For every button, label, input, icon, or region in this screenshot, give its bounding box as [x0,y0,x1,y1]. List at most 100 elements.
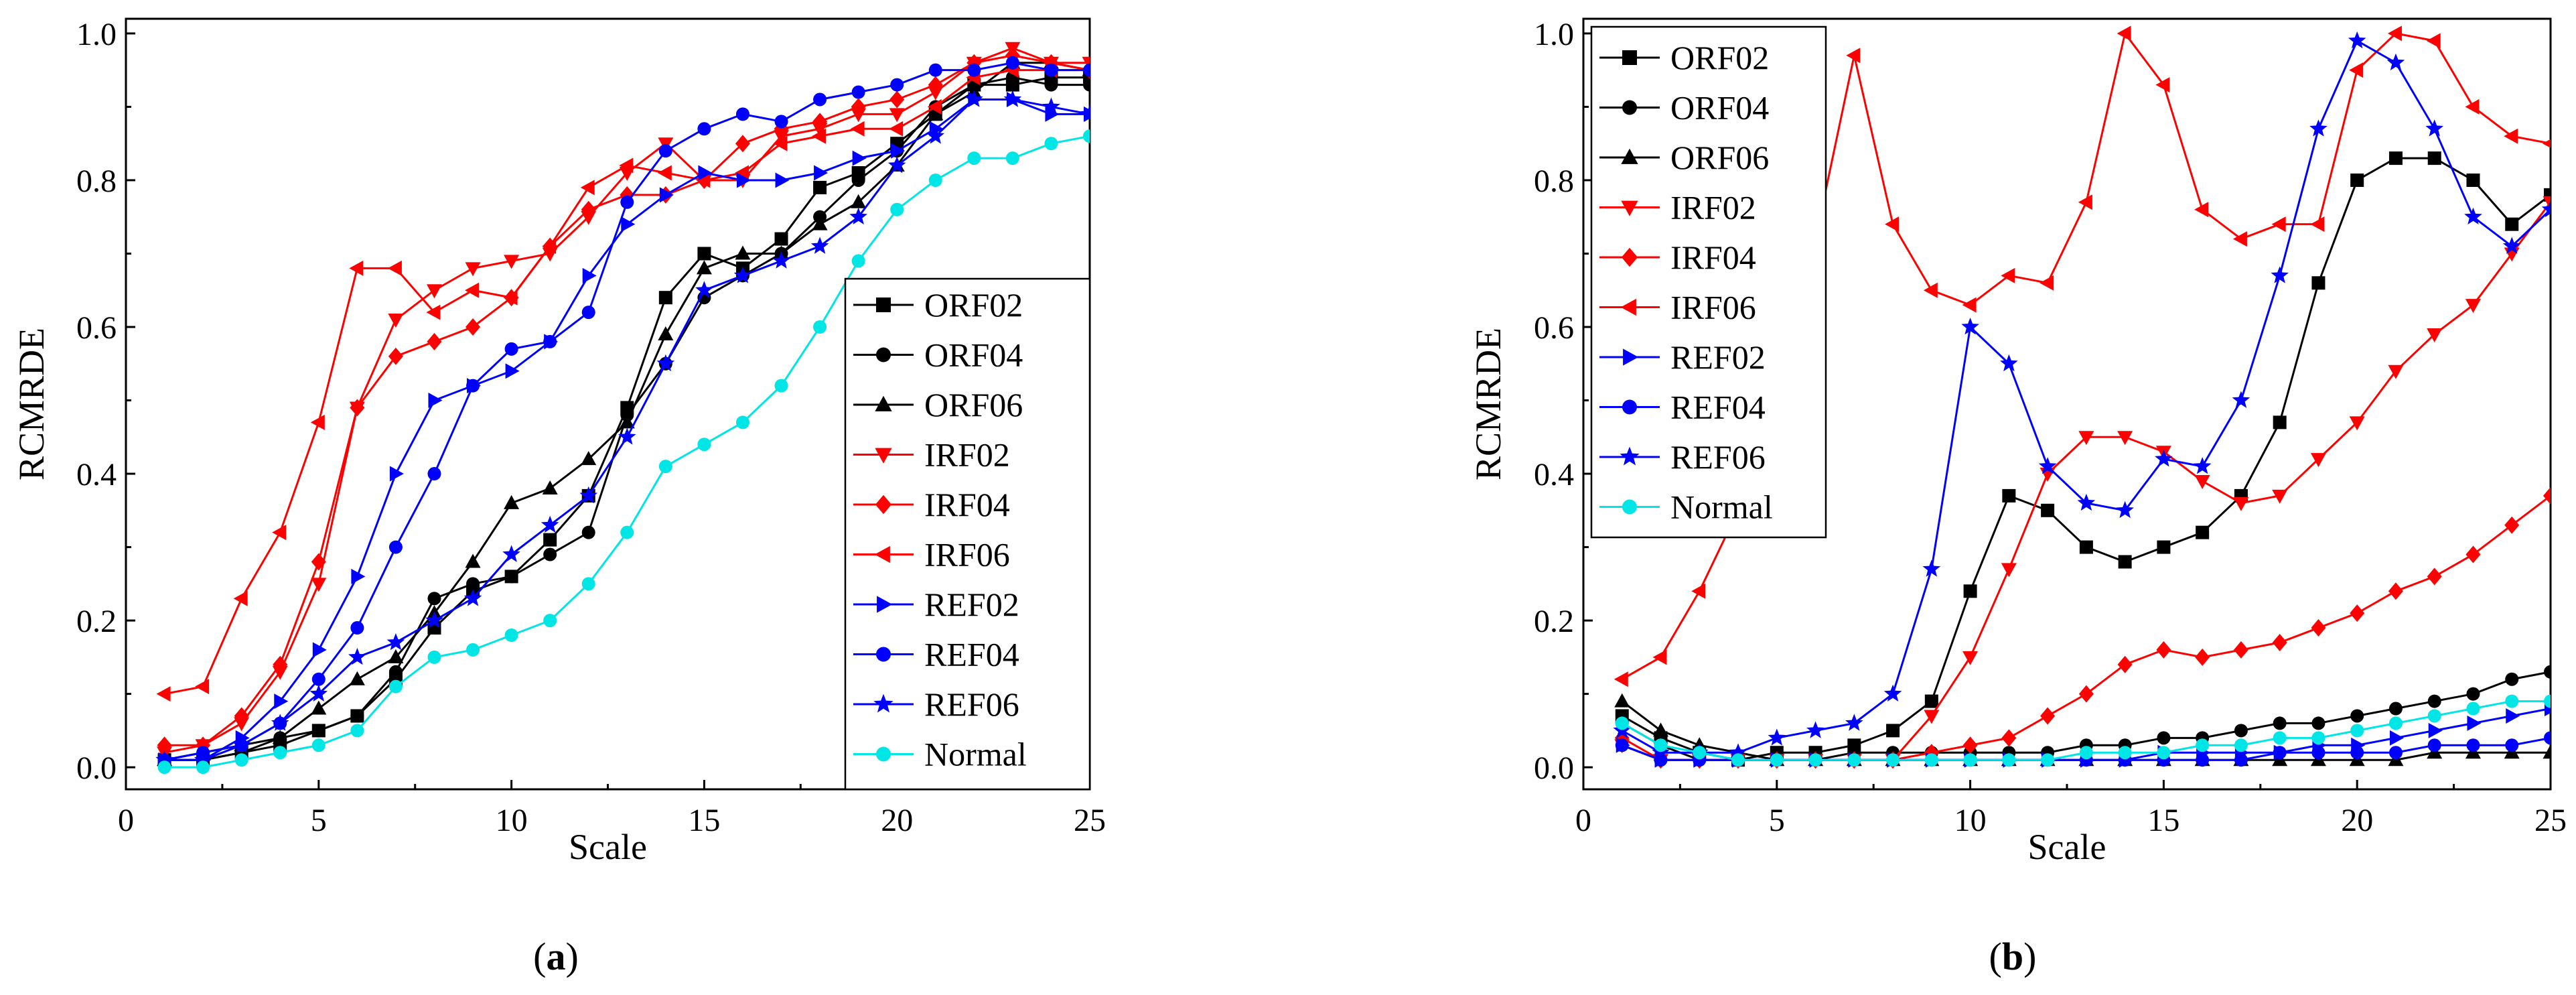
x-tick-label: 25 [1074,803,1106,838]
data-point-ORF04 [2427,694,2441,708]
data-point-IRF06 [812,128,827,144]
data-point-Normal [1005,151,1019,165]
data-point-ORF04 [311,724,326,738]
legend-item-ORF04: ORF04 [853,336,1023,374]
data-point-Normal [620,525,634,539]
data-point-IRF04 [735,135,750,153]
data-point-IRF06 [310,414,325,430]
data-point-IRF02 [889,108,905,123]
data-point-ORF04 [2350,709,2364,723]
data-point-ORF02 [658,291,672,305]
legend-item-REF04: REF04 [853,636,1019,673]
data-point-REF02 [582,267,597,283]
data-point-REF06 [1922,559,1941,577]
data-point-IRF04 [889,90,905,109]
data-point-IRF06 [2310,216,2325,233]
data-point-Normal [1615,716,1629,730]
data-point-REF06 [232,736,251,753]
data-point-REF04 [851,85,865,99]
legend-item-ORF02: ORF02 [1599,39,1769,76]
y-axis-label: RCMRDE [11,328,52,480]
data-point-REF02 [2389,730,2404,746]
data-point-REF06 [2464,207,2482,225]
legend-marker [873,693,893,713]
legend-marker [876,746,891,762]
data-point-IRF02 [2078,431,2094,446]
legend-item-IRF02: IRF02 [853,436,1010,474]
legend-marker [1622,50,1637,65]
data-point-Normal [1770,753,1784,767]
data-point-IRF06 [542,239,557,255]
data-point-ORF04 [2388,702,2403,716]
data-point-ORF06 [2543,744,2551,759]
data-point-REF06 [155,750,173,768]
data-point-ORF02 [813,180,827,194]
data-point-IRF06 [2543,139,2551,148]
data-point-Normal [2466,702,2480,716]
data-point-REF06 [541,515,559,533]
legend-label: IRF04 [1670,239,1756,276]
data-point-REF06 [2425,119,2444,137]
legend-label: ORF02 [924,286,1023,324]
legend-label: IRF04 [924,486,1010,523]
legend-label: ORF04 [924,336,1023,374]
chart-panel-a: 0 5 10 15 20 25 0.0 0.2 0.4 0.6 0.8 1.0 Scale RCMRDE (… [11,17,1106,978]
data-point-IRF04 [350,399,365,417]
y-tick-label: 0.8 [76,163,117,199]
data-point-REF04 [967,63,981,77]
data-point-REF06 [695,281,713,298]
data-point-IRF04 [2543,486,2551,505]
data-point-IRF02 [2349,416,2365,431]
data-point-REF06 [2155,450,2173,467]
legend-marker [876,347,891,362]
data-point-REF02 [2467,715,2482,731]
legend-item-Normal: Normal [1599,488,1773,526]
data-point-IRF06 [2387,25,2402,42]
legend-label: IRF02 [1670,189,1756,226]
legend-label: Normal [924,736,1027,773]
legend-marker [877,596,893,613]
data-point-REF06 [2000,354,2018,372]
legend-marker [1620,298,1636,316]
data-point-ORF06 [272,730,288,744]
data-point-REF04 [2427,738,2441,752]
legend-item-REF04: REF04 [1599,389,1766,426]
legend-marker [1620,446,1640,466]
data-point-Normal [196,760,210,775]
legend-item-ORF04: ORF04 [1599,89,1769,127]
data-point-IRF04 [2311,619,2326,637]
data-point-REF02 [698,165,713,181]
data-point-IRF02 [1962,651,1979,665]
data-point-IRF06 [580,180,595,196]
legend-marker [1621,148,1638,164]
data-point-IRF06 [272,525,287,541]
data-point-Normal [157,760,171,775]
data-point-REF02 [505,363,520,379]
data-point-IRF06 [2271,216,2286,233]
data-point-ORF06 [619,414,635,429]
x-tick-label: 20 [2341,803,2373,838]
data-point-Normal [890,202,904,216]
data-point-REF04 [813,92,827,107]
data-point-ORF02 [1924,694,1938,708]
data-point-REF02 [2428,722,2443,738]
data-point-IRF02 [2465,299,2481,314]
legend-label: IRF06 [924,536,1010,574]
data-point-ORF02 [2311,276,2325,290]
data-point-REF06 [194,750,212,768]
data-point-REF06 [386,633,405,651]
data-point-ORF04 [350,709,364,723]
data-point-IRF04 [2156,641,2171,659]
data-point-Normal [581,577,595,591]
data-point-REF06 [2077,493,2096,511]
legend-item-ORF06: ORF06 [853,386,1023,423]
legend-label: ORF06 [1670,139,1769,176]
data-point-ORF04 [2311,716,2325,730]
data-point-REF06 [1003,90,1022,107]
legend-item-IRF02: IRF02 [1599,189,1756,226]
data-point-Normal [658,460,672,474]
data-point-ORF06 [388,649,404,663]
data-point-REF06 [1845,714,1863,731]
data-point-Normal [735,415,749,429]
data-point-REF06 [2348,31,2366,49]
